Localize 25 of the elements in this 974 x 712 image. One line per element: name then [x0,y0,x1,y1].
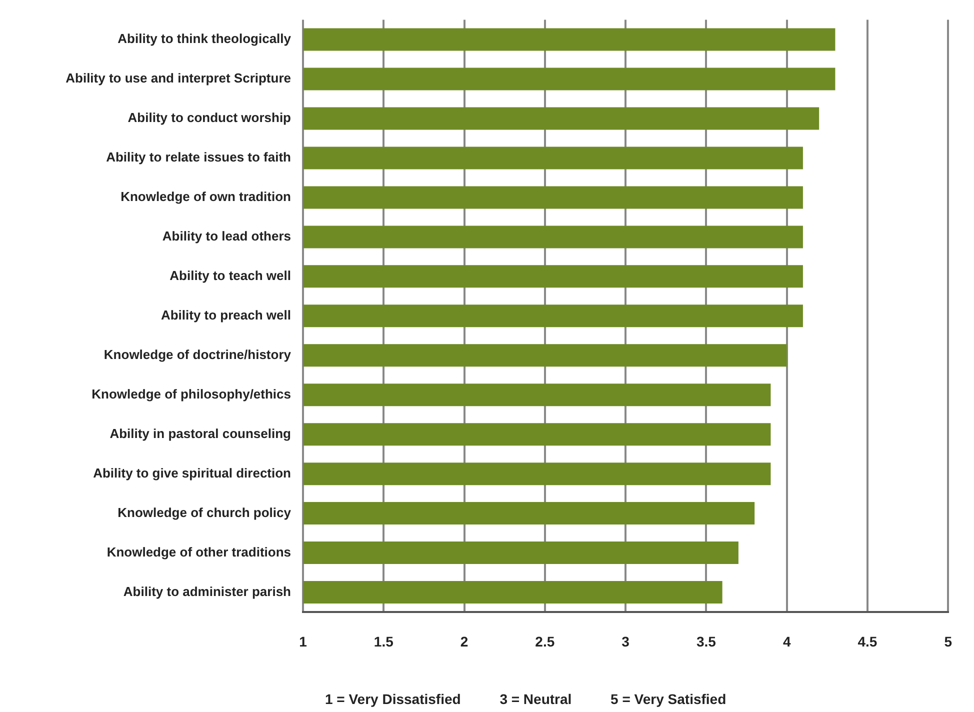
text: 1 = Very Dissatisfied 3 = Neutral 5 = Very Satisfied [324,690,726,707]
y-tick-label: Ability to think theologically [118,31,292,46]
y-tick-label: Knowledge of philosophy/ethics [92,386,291,402]
x-tick-label: 3 [622,633,630,650]
x-tick-label: 1.5 [374,633,394,650]
y-tick-label: Ability to preach well [160,307,291,322]
x-tick-label: 4 [782,633,791,650]
y-tick-label: Knowledge of church policy [118,504,292,520]
y-tick-label: Knowledge of other traditions [106,544,291,560]
y-tick-label: Ability to give spiritual direction [93,465,292,480]
y-tick-label: Ability to conduct worship [128,110,292,126]
y-tick-label: Ability to lead others [162,228,291,244]
x-tick-label: 1 [299,633,308,650]
x-tick-label: 2.5 [535,633,555,650]
y-tick-label: Ability in pastoral counseling [110,426,292,441]
y-tick-label: Ability to teach well [170,268,291,283]
x-tick-label: 4.5 [858,633,878,650]
x-tick-label: 2 [460,633,468,650]
y-tick-label: Knowledge of own tradition [120,189,292,204]
y-tick-label: Ability to relate issues to faith [106,150,292,165]
y-tick-label: Ability to use and interpret Scripture [66,70,291,86]
x-tick-label: 5 [944,633,952,650]
y-tick-label: Knowledge of doctrine/history [104,346,292,362]
x-tick-label: 3.5 [696,633,716,650]
y-tick-label: Ability to administer parish [123,584,292,599]
